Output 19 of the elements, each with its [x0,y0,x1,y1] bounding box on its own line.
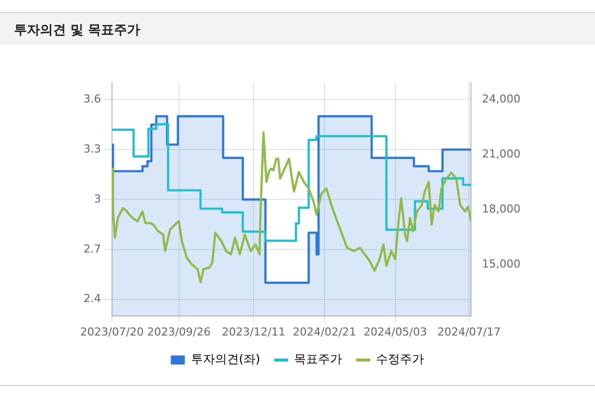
x-tick-label: 2023/07/20 [80,325,144,338]
y-tick-label: 2.7 [84,242,101,256]
y-tick-label: 2.4 [84,292,101,306]
x-tick-label: 2024/02/21 [292,325,356,338]
x-tick-label: 2023/09/26 [147,325,211,338]
x-tick-label: 2023/12/11 [222,325,286,338]
legend-label: 목표주가 [294,352,342,366]
x-tick-label: 2024/07/17 [437,325,501,338]
y-tick-label: 3.3 [84,142,101,156]
y-tick-label: 3 [94,192,101,206]
y-tick-label: 3.6 [84,92,101,106]
y2-tick-label: 18,000 [482,202,520,216]
chart-title: 투자의견 및 목표주가 [14,22,140,39]
legend-label: 수정주가 [376,352,424,366]
y2-tick-label: 21,000 [482,147,520,160]
x-tick-label: 2024/05/03 [364,325,427,338]
y2-tick-label: 24,000 [482,92,520,106]
legend-label: 투자의견(좌) [190,352,260,366]
y2-tick-label: 15,000 [482,257,520,270]
